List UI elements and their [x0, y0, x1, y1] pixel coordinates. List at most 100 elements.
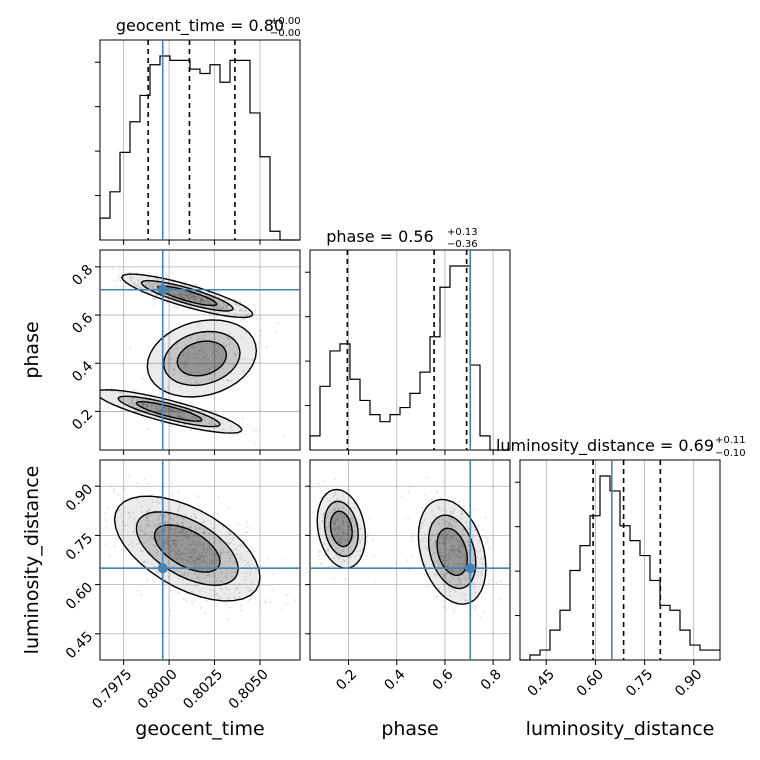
scatter-point [333, 507, 336, 510]
scatter-point [198, 563, 201, 566]
scatter-point [159, 409, 162, 412]
scatter-point [159, 405, 162, 408]
scatter-point [146, 519, 149, 522]
scatter-point [456, 539, 459, 542]
scatter-point [147, 428, 150, 431]
scatter-point [430, 498, 433, 501]
scatter-point [152, 304, 155, 307]
scatter-point [443, 540, 446, 543]
scatter-point [243, 541, 246, 544]
scatter-point [474, 605, 477, 608]
scatter-point [173, 539, 176, 542]
scatter-point [201, 358, 204, 361]
scatter-point [244, 531, 247, 534]
scatter-point [178, 561, 181, 564]
scatter-point [205, 298, 208, 301]
scatter-point [207, 292, 210, 295]
scatter-point [160, 408, 163, 411]
scatter-point [219, 554, 222, 557]
scatter-point [326, 527, 329, 530]
scatter-point [346, 521, 349, 524]
scatter-point [457, 549, 460, 552]
scatter-point [176, 343, 179, 346]
scatter-point [194, 515, 197, 518]
scatter-point [423, 573, 426, 576]
scatter-point [225, 305, 228, 308]
scatter-point [204, 356, 207, 359]
scatter-point [210, 559, 213, 562]
scatter-point [467, 511, 470, 514]
scatter-point [448, 585, 451, 588]
scatter-point [343, 560, 346, 563]
scatter-point [127, 512, 130, 515]
scatter-point [143, 560, 146, 563]
scatter-point [451, 570, 454, 573]
scatter-point [457, 550, 460, 553]
scatter-point [168, 414, 171, 417]
scatter-point [178, 532, 181, 535]
scatter-point [181, 521, 184, 524]
scatter-point [189, 551, 192, 554]
scatter-point [100, 518, 102, 521]
scatter-point [199, 299, 202, 302]
scatter-point [421, 540, 424, 543]
scatter-point [451, 545, 454, 548]
scatter-point [372, 538, 375, 541]
scatter-point [131, 402, 134, 405]
scatter-point [233, 312, 236, 315]
scatter-point [226, 337, 229, 340]
contour [146, 319, 258, 398]
scatter-point [452, 565, 455, 568]
scatter-point [177, 411, 180, 414]
scatter-point [155, 533, 158, 536]
scatter-point [264, 601, 267, 604]
scatter-point [201, 420, 204, 423]
histogram-step [99, 55, 300, 241]
scatter-point [135, 399, 138, 402]
scatter-point [136, 589, 139, 592]
scatter-point [225, 307, 228, 310]
scatter-point [234, 570, 237, 573]
scatter-point [169, 516, 172, 519]
scatter-point [175, 554, 178, 557]
scatter-point [167, 547, 170, 550]
scatter-point [179, 399, 182, 402]
scatter-point [185, 408, 188, 411]
scatter-point [474, 591, 477, 594]
scatter-point [226, 618, 229, 621]
scatter-point [187, 296, 190, 299]
scatter-point [145, 579, 148, 582]
scatter-point [460, 513, 463, 516]
scatter-point [333, 542, 336, 545]
scatter-point [192, 294, 195, 297]
scatter-point [193, 547, 196, 550]
x-axis-label-phase: phase [381, 718, 438, 740]
scatter-point [435, 595, 438, 598]
scatter-point [105, 526, 108, 529]
scatter-point [444, 556, 447, 559]
scatter-point [167, 562, 170, 565]
scatter-point [156, 539, 159, 542]
scatter-point [131, 400, 134, 403]
scatter-point [147, 524, 150, 527]
scatter-point [451, 569, 454, 572]
scatter-point [131, 545, 134, 548]
scatter-point [171, 549, 174, 552]
scatter-point [239, 308, 242, 311]
scatter-point [221, 306, 224, 309]
scatter-point [170, 544, 173, 547]
scatter-point [192, 416, 195, 419]
scatter-point [444, 577, 447, 580]
scatter-point [167, 287, 170, 290]
scatter-point [348, 537, 351, 540]
scatter-point [447, 522, 450, 525]
scatter-point [180, 417, 183, 420]
scatter-point [167, 539, 170, 542]
scatter-point [179, 291, 182, 294]
scatter-point [338, 526, 341, 529]
scatter-point [230, 554, 233, 557]
scatter-point [242, 369, 245, 372]
scatter-point [148, 537, 151, 540]
scatter-point [196, 325, 199, 328]
scatter-point [202, 520, 205, 523]
